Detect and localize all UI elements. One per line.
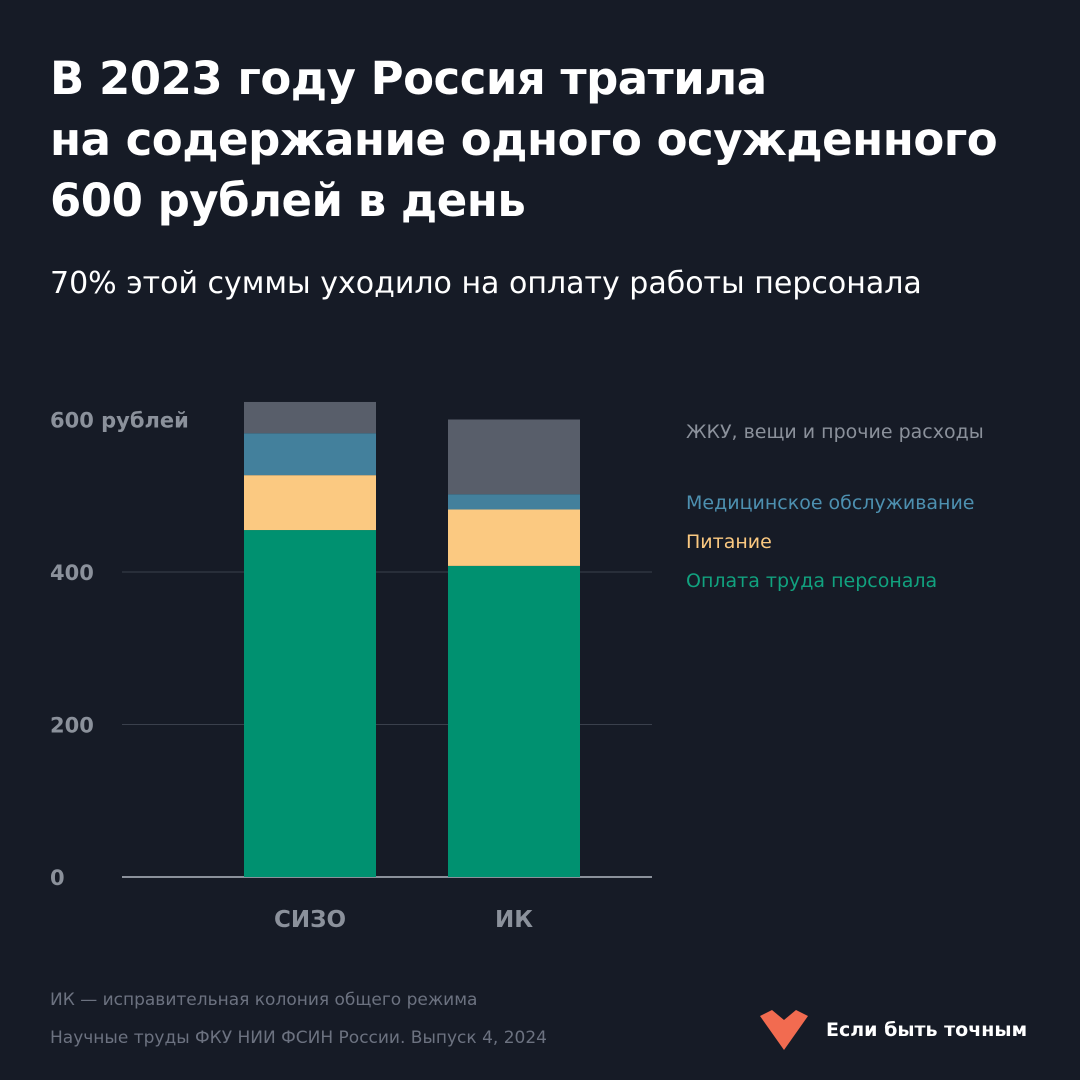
title-line-2: на содержание одного осужденного (50, 113, 998, 166)
brand: Если быть точным (758, 1010, 1027, 1050)
category-labels: СИЗО ИК (274, 907, 533, 933)
y-tick-label: 200 (50, 714, 94, 738)
y-tick-label: 0 (50, 866, 65, 890)
bars (244, 401, 580, 877)
title-line-3: 600 рублей в день (50, 174, 526, 227)
bar-segment (448, 419, 580, 495)
bar-segment (244, 475, 376, 531)
bar-segment (244, 530, 376, 877)
heart-chevron-logo-icon (760, 1010, 808, 1050)
legend-item: Оплата труда персонала (686, 570, 937, 592)
source-note: Научные труды ФКУ НИИ ФСИН России. Выпус… (50, 1028, 547, 1048)
legend-item: Питание (686, 531, 772, 553)
bar-segment (244, 401, 376, 434)
bar-segment (448, 565, 580, 877)
page-subtitle: 70% этой суммы уходило на оплату работы … (50, 266, 922, 301)
footnote: ИК — исправительная колония общего режим… (50, 990, 478, 1010)
title-line-1: В 2023 году Россия тратила (50, 52, 767, 105)
legend-item: Медицинское обслуживание (686, 492, 975, 514)
y-tick-label: 400 (50, 561, 94, 585)
bar-segment (448, 509, 580, 566)
y-axis-ticks: 0 200 400 600 рублей (50, 409, 189, 891)
legend-item: ЖКУ, вещи и прочие расходы (686, 421, 984, 443)
brand-name: Если быть точным (826, 1019, 1028, 1041)
category-label: СИЗО (274, 907, 346, 933)
legend: ЖКУ, вещи и прочие расходы Медицинское об… (686, 421, 984, 592)
stacked-bar-chart: 0 200 400 600 рублей СИЗО ИК ЖКУ, вещи и про… (50, 401, 984, 933)
y-tick-label: 600 рублей (50, 409, 189, 433)
category-label: ИК (495, 907, 533, 933)
bar-segment (244, 433, 376, 476)
bar-segment (448, 494, 580, 510)
page-title: В 2023 году Россия тратила на содержание… (50, 48, 1050, 231)
